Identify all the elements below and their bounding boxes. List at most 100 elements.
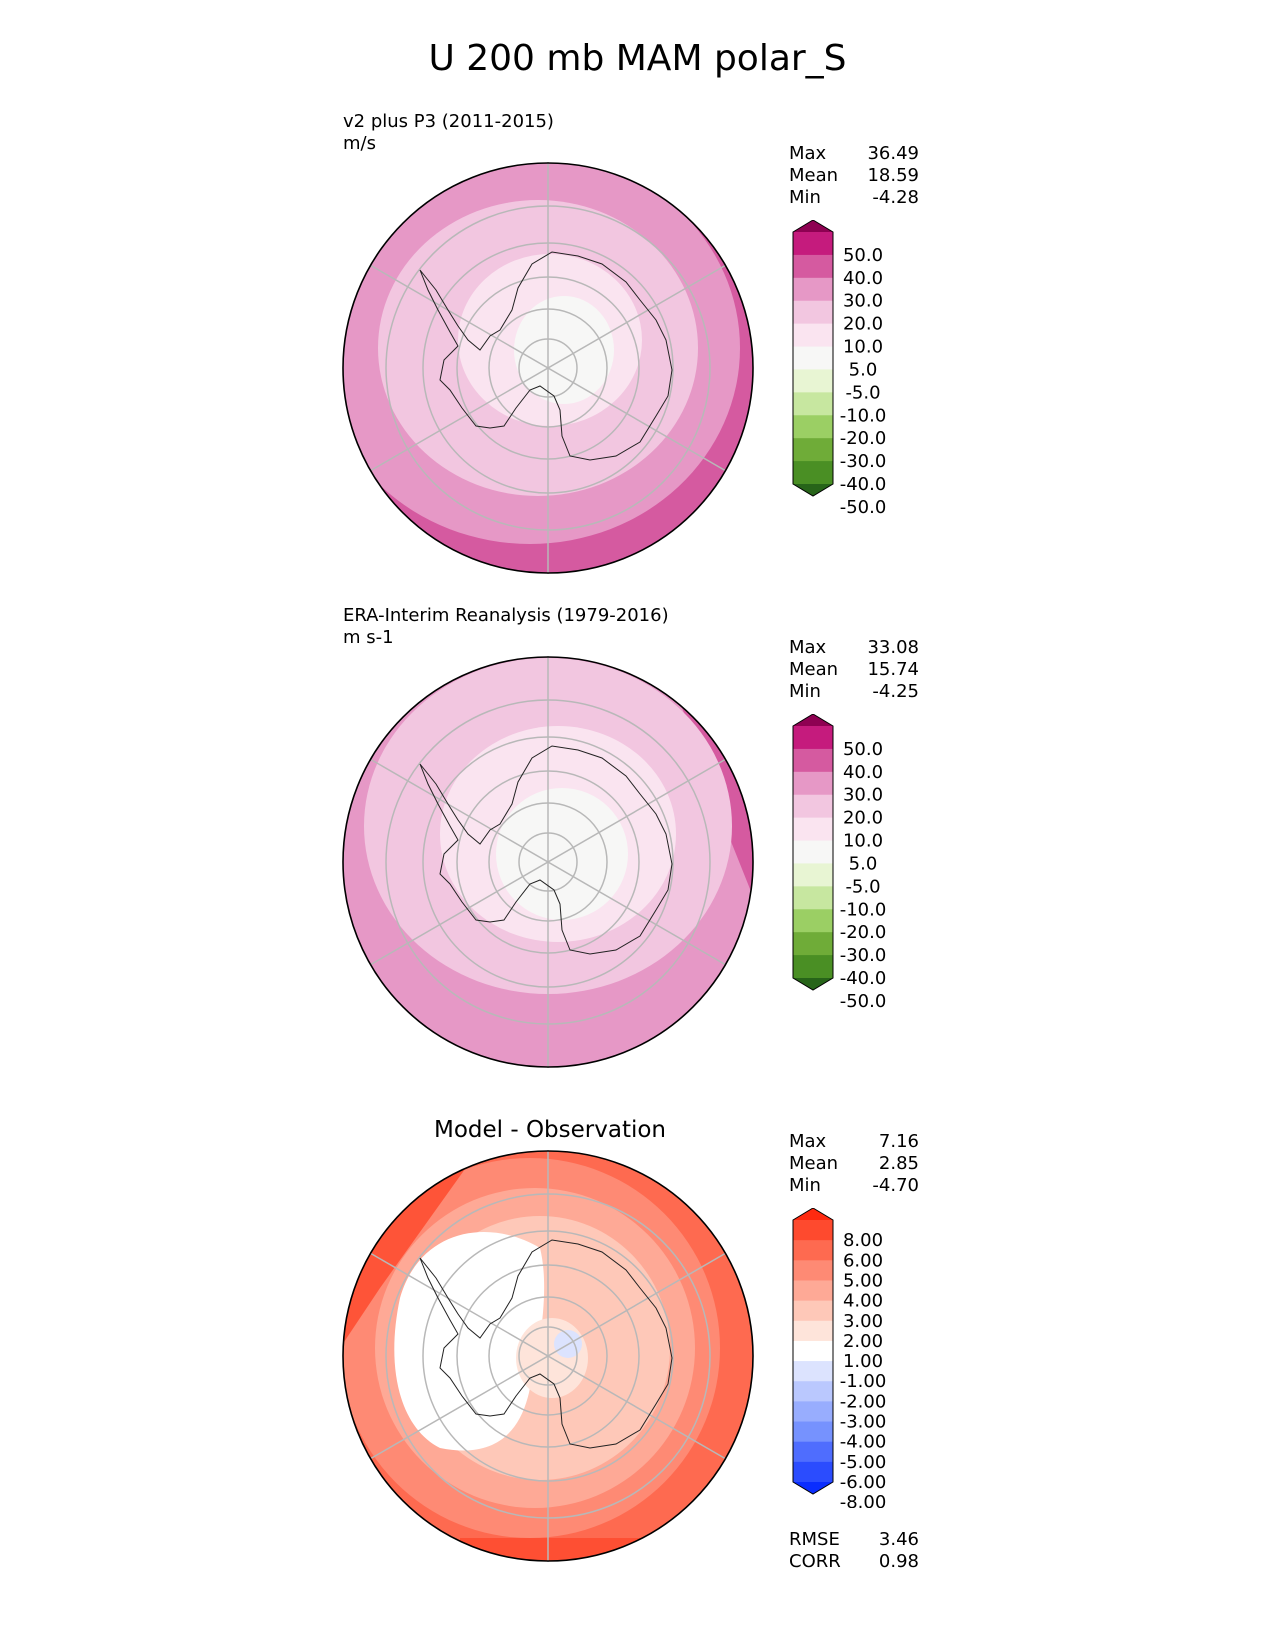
colorbar-tick-label: 10.0 xyxy=(843,831,883,852)
colorbar-tick-label: -20.0 xyxy=(840,428,887,449)
colorbar-swatch xyxy=(793,1260,833,1281)
map-panel-1 xyxy=(342,162,754,574)
gridline xyxy=(369,1252,727,1460)
colorbar-swatch xyxy=(793,955,833,979)
stat-value: 18.59 xyxy=(867,165,919,186)
colorbar-swatch xyxy=(793,726,833,750)
colorbar-swatch xyxy=(793,909,833,933)
colorbar-swatch xyxy=(793,415,833,439)
colorbar-tick-label: -3.00 xyxy=(840,1412,887,1433)
colorbar-tick-label: -50.0 xyxy=(840,991,887,1012)
colorbar-swatch xyxy=(793,886,833,910)
panel-3-stats: Max 7.16 Mean 2.85 Min -4.70 xyxy=(789,1131,919,1197)
colorbar-extend-max xyxy=(793,220,833,232)
colorbar-swatch xyxy=(793,748,833,773)
colorbar-swatch xyxy=(793,794,833,819)
stat-value: 33.08 xyxy=(867,637,919,658)
panel-2-title: ERA-Interim Reanalysis (1979-2016) m s-1 xyxy=(343,605,669,649)
panel-2-stats: Max 33.08 Mean 15.74 Min -4.25 xyxy=(789,637,919,703)
coastline xyxy=(419,745,673,955)
colorbar-tick-label: -4.00 xyxy=(840,1432,887,1453)
colorbar-swatch xyxy=(793,1421,833,1443)
colorbar-swatch xyxy=(793,1361,833,1382)
colorbar-tick-label: -40.0 xyxy=(840,474,887,495)
metric-label: RMSE xyxy=(789,1529,840,1550)
colorbar-outline xyxy=(792,714,834,991)
stat-value: 7.16 xyxy=(878,1131,919,1152)
colorbar-tick-label: 5.0 xyxy=(849,359,878,380)
colorbar-swatch xyxy=(793,438,833,462)
map-panel-3 xyxy=(342,1150,754,1562)
stat-label: Min xyxy=(789,1175,821,1196)
colorbar-swatch xyxy=(793,232,833,256)
colorbar-swatch xyxy=(793,1381,833,1402)
colorbar-swatch xyxy=(793,771,833,796)
figure-title: U 200 mb MAM polar_S xyxy=(428,38,847,79)
stat-label: Mean xyxy=(789,1153,839,1174)
colorbar-tick-label: 8.00 xyxy=(843,1230,883,1251)
colorbar-swatch xyxy=(793,1240,833,1261)
colorbar-tick-label: 20.0 xyxy=(843,314,883,335)
map-boundary xyxy=(342,162,754,574)
colorbar-tick-label: -30.0 xyxy=(840,451,887,472)
panel-1-title-line1: v2 plus P3 (2011-2015) xyxy=(343,111,554,132)
colorbar-tick-label: -50.0 xyxy=(840,497,887,518)
stat-value: -4.70 xyxy=(872,1175,919,1196)
colorbar-swatch xyxy=(793,369,833,393)
colorbar-swatch xyxy=(793,932,833,956)
colorbar-swatch xyxy=(793,817,833,842)
colorbar-swatch xyxy=(793,1461,833,1483)
colorbar-outline xyxy=(792,220,834,497)
gridline xyxy=(369,264,727,472)
gridline xyxy=(369,758,727,966)
map-fill-band xyxy=(460,1538,640,1561)
stat-label: Max xyxy=(789,637,827,658)
colorbar-tick-label: 40.0 xyxy=(843,762,883,783)
colorbar-tick-label: 50.0 xyxy=(843,739,883,760)
colorbar-swatch xyxy=(793,392,833,416)
metric-label: CORR xyxy=(789,1551,841,1572)
colorbar-swatch xyxy=(793,1220,833,1241)
metric-value: 3.46 xyxy=(878,1529,919,1550)
panel-1-stats: Max 36.49 Mean 18.59 Min -4.28 xyxy=(789,143,919,209)
stat-value: 15.74 xyxy=(867,659,919,680)
panel-3-title: Model - Observation xyxy=(433,1117,667,1143)
colorbar-swatch xyxy=(793,1401,833,1423)
metric-value: 0.98 xyxy=(878,1551,919,1572)
colorbar-tick-label: -8.00 xyxy=(840,1492,887,1508)
stat-label: Max xyxy=(789,1131,827,1152)
colorbar-swatch xyxy=(793,840,833,864)
panel-2-units: m s-1 xyxy=(343,627,394,648)
colorbar-tick-label: 20.0 xyxy=(843,808,883,829)
panel-1-title: v2 plus P3 (2011-2015) m/s xyxy=(343,111,554,155)
colorbar-tick-label: 6.00 xyxy=(843,1250,883,1271)
map-fill-band xyxy=(394,1232,545,1451)
colorbar-tick-label: 4.00 xyxy=(843,1291,883,1312)
colorbar-tick-label: 5.0 xyxy=(849,853,878,874)
colorbar-swatch xyxy=(793,461,833,485)
colorbar-tick-label: -6.00 xyxy=(840,1472,887,1493)
colorbar-extend-min xyxy=(793,1482,833,1494)
colorbar-tick-label: 5.00 xyxy=(843,1270,883,1291)
colorbar-swatch xyxy=(793,300,833,325)
colorbar-tick-label: 30.0 xyxy=(843,291,883,312)
colorbar-tick-label: -10.0 xyxy=(840,405,887,426)
colorbar-extend-max xyxy=(793,1208,833,1220)
colorbar-tick-label: -10.0 xyxy=(840,899,887,920)
coastline xyxy=(419,1239,673,1449)
stat-label: Max xyxy=(789,143,827,164)
colorbar-2: 50.040.030.020.010.05.0-5.0-10.0-20.0-30… xyxy=(792,714,887,1012)
colorbar-swatch xyxy=(793,1340,833,1362)
colorbar-swatch xyxy=(793,1280,833,1302)
stat-label: Mean xyxy=(789,165,839,186)
stat-label: Mean xyxy=(789,659,839,680)
colorbar-extend-min xyxy=(793,484,833,496)
colorbar-tick-label: 3.00 xyxy=(843,1311,883,1332)
map-panel-2 xyxy=(342,656,754,1068)
map-boundary xyxy=(342,1150,754,1562)
colorbar-swatch xyxy=(793,1300,833,1322)
panel-2-title-line1: ERA-Interim Reanalysis (1979-2016) xyxy=(343,605,669,626)
stat-value: 2.85 xyxy=(878,1153,919,1174)
colorbar-tick-label: -5.0 xyxy=(845,382,880,403)
colorbar-1: 50.040.030.020.010.05.0-5.0-10.0-20.0-30… xyxy=(792,220,887,518)
